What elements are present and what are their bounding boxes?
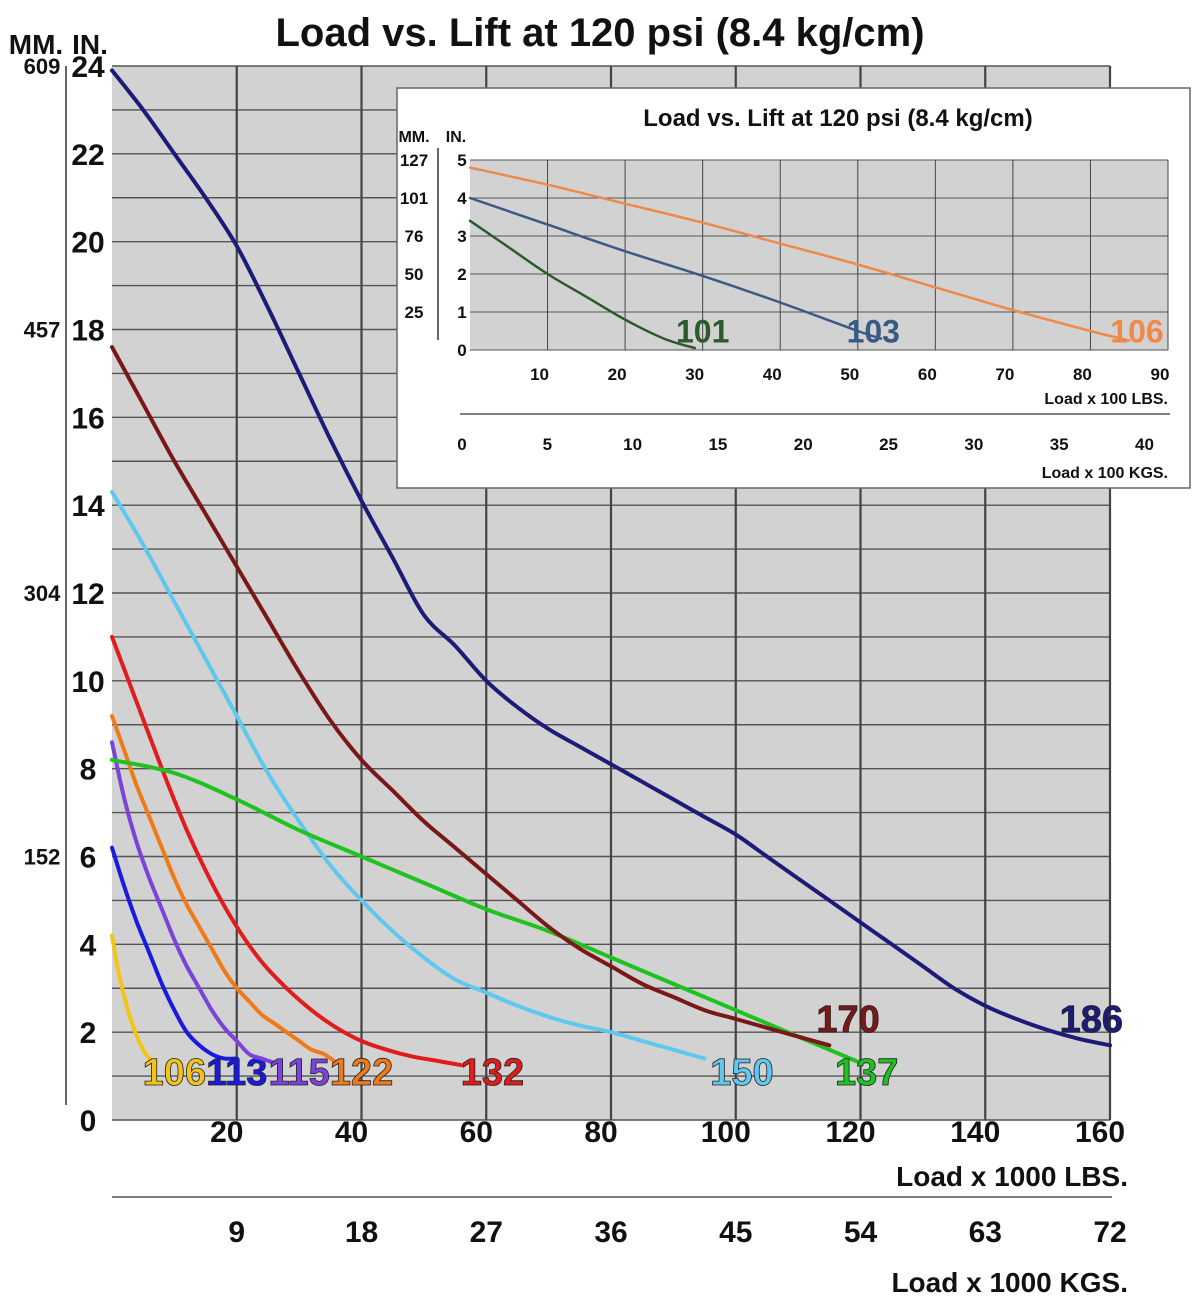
- inset-y-mm-tick-label: 25: [405, 303, 424, 322]
- inset-x-tick-label-lbs: 60: [918, 365, 937, 384]
- y-mm-tick-label: 304: [24, 581, 61, 606]
- inset-x-tick-label-kgs: 15: [708, 435, 727, 454]
- inset-series-line-103: [468, 196, 883, 340]
- series-line-132: [110, 634, 464, 1068]
- inset-x-axis-label-kgs: Load x 100 KGS.: [1042, 465, 1168, 482]
- inset-x-tick-label-kgs: 10: [623, 435, 642, 454]
- y-tick-label: 0: [80, 1105, 97, 1138]
- inset-y-tick-label: 3: [457, 227, 466, 246]
- inset-x-tick-label-kgs: 40: [1135, 435, 1154, 454]
- inset-y-mm-tick-label: 76: [405, 227, 424, 246]
- inset-y-tick-label: 5: [457, 151, 466, 170]
- inset-x-tick-label-kgs: 0: [457, 435, 466, 454]
- series-line-137: [110, 757, 863, 1065]
- inset-series-line-101: [468, 219, 697, 350]
- x-tick-label-lbs: 40: [335, 1116, 368, 1149]
- series-line-113: [110, 845, 239, 1061]
- chart-title: Load vs. Lift at 120 psi (8.4 kg/cm): [275, 11, 924, 55]
- series-line-170: [110, 345, 832, 1048]
- series-line-186: [110, 68, 1112, 1048]
- inset-x-axis-label-lbs: Load x 100 LBS.: [1044, 391, 1168, 408]
- inset-x-tick-label-lbs: 10: [530, 365, 549, 384]
- series-label-150: 150: [710, 1052, 773, 1094]
- y-tick-label: 8: [80, 754, 97, 787]
- y-tick-label: 4: [80, 929, 97, 962]
- inset-x-tick-label-lbs: 20: [608, 365, 627, 384]
- x-tick-label-lbs: 60: [460, 1116, 493, 1149]
- x-tick-label-kgs: 63: [969, 1216, 1002, 1249]
- series-label-106: 106: [143, 1052, 206, 1094]
- inset-y-tick-label: 2: [457, 265, 466, 284]
- inset-series-label-103: 103: [847, 313, 900, 349]
- series-line-106: [110, 933, 158, 1065]
- x-tick-label-lbs: 100: [701, 1116, 751, 1149]
- x-tick-label-lbs: 160: [1075, 1116, 1125, 1149]
- y-mm-tick-label: 152: [24, 845, 61, 870]
- inset-y-mm-tick-label: 127: [400, 151, 428, 170]
- x-tick-label-kgs: 9: [228, 1216, 245, 1249]
- x-tick-label-kgs: 36: [594, 1216, 627, 1249]
- y-tick-label: 18: [71, 315, 104, 348]
- inset-x-tick-label-kgs: 20: [794, 435, 813, 454]
- y-tick-label: 22: [71, 139, 104, 172]
- y-tick-label: 14: [71, 490, 105, 523]
- x-tick-label-kgs: 54: [844, 1216, 878, 1249]
- x-axis-label-kgs: Load x 1000 KGS.: [891, 1267, 1128, 1298]
- series-label-115: 115: [268, 1052, 329, 1094]
- y-tick-label: 20: [71, 227, 104, 260]
- y-tick-label: 2: [80, 1017, 97, 1050]
- x-tick-label-kgs: 27: [470, 1216, 503, 1249]
- inset-x-tick-label-lbs: 50: [840, 365, 859, 384]
- x-tick-label-lbs: 20: [210, 1116, 243, 1149]
- inset-chart-title: Load vs. Lift at 120 psi (8.4 kg/cm): [643, 105, 1032, 132]
- inset-x-tick-label-kgs: 35: [1050, 435, 1069, 454]
- inset-x-tick-label-kgs: 5: [543, 435, 552, 454]
- inset-y-tick-label: 0: [457, 341, 466, 360]
- inset-y-axis-in-label: IN.: [446, 129, 466, 146]
- inset-y-mm-tick-label: 101: [400, 189, 428, 208]
- y-tick-label: 16: [71, 402, 104, 435]
- inset-series-label-106: 106: [1110, 313, 1163, 349]
- x-tick-label-kgs: 45: [719, 1216, 752, 1249]
- series-line-122: [110, 714, 339, 1065]
- series-line-115: [110, 740, 277, 1065]
- series-label-122: 122: [330, 1052, 393, 1094]
- x-tick-label-lbs: 140: [950, 1116, 1000, 1149]
- inset-y-tick-label: 1: [457, 303, 466, 322]
- inset-y-mm-tick-label: 50: [405, 265, 424, 284]
- inset-x-tick-label-lbs: 90: [1151, 365, 1170, 384]
- inset-chart-group: Load vs. Lift at 120 psi (8.4 kg/cm) MM. I…: [396, 87, 1191, 489]
- inset-y-tick-label: 4: [457, 189, 467, 208]
- series-label-170: 170: [816, 999, 879, 1041]
- x-tick-label-lbs: 120: [825, 1116, 875, 1149]
- inset-x-tick-label-kgs: 30: [964, 435, 983, 454]
- series-label-137: 137: [835, 1052, 898, 1094]
- series-line-150: [110, 490, 707, 1061]
- y-tick-label: 24: [71, 51, 105, 84]
- y-axis-mm-label: MM.: [9, 29, 63, 60]
- y-mm-tick-label: 457: [24, 318, 61, 343]
- inset-x-tick-label-lbs: 70: [995, 365, 1014, 384]
- y-axis-in-label: IN.: [72, 29, 108, 60]
- x-tick-label-lbs: 80: [584, 1116, 617, 1149]
- inset-x-tick-label-lbs: 80: [1073, 365, 1092, 384]
- series-label-186: 186: [1060, 999, 1123, 1041]
- inset-x-tick-label-lbs: 40: [763, 365, 782, 384]
- inset-y-axis-mm-label: MM.: [398, 129, 429, 146]
- x-tick-label-kgs: 18: [345, 1216, 378, 1249]
- y-tick-label: 10: [71, 666, 104, 699]
- y-tick-label: 6: [80, 842, 97, 875]
- inset-series-label-101: 101: [676, 313, 729, 349]
- inset-x-tick-label-kgs: 25: [879, 435, 898, 454]
- x-axis-label-lbs: Load x 1000 LBS.: [896, 1161, 1128, 1192]
- inset-x-tick-label-lbs: 30: [685, 365, 704, 384]
- x-tick-label-kgs: 72: [1093, 1216, 1126, 1249]
- inset-series-line-106: [468, 166, 1131, 342]
- y-tick-label: 12: [71, 578, 104, 611]
- y-mm-tick-label: 609: [24, 54, 61, 79]
- series-label-132: 132: [461, 1052, 524, 1094]
